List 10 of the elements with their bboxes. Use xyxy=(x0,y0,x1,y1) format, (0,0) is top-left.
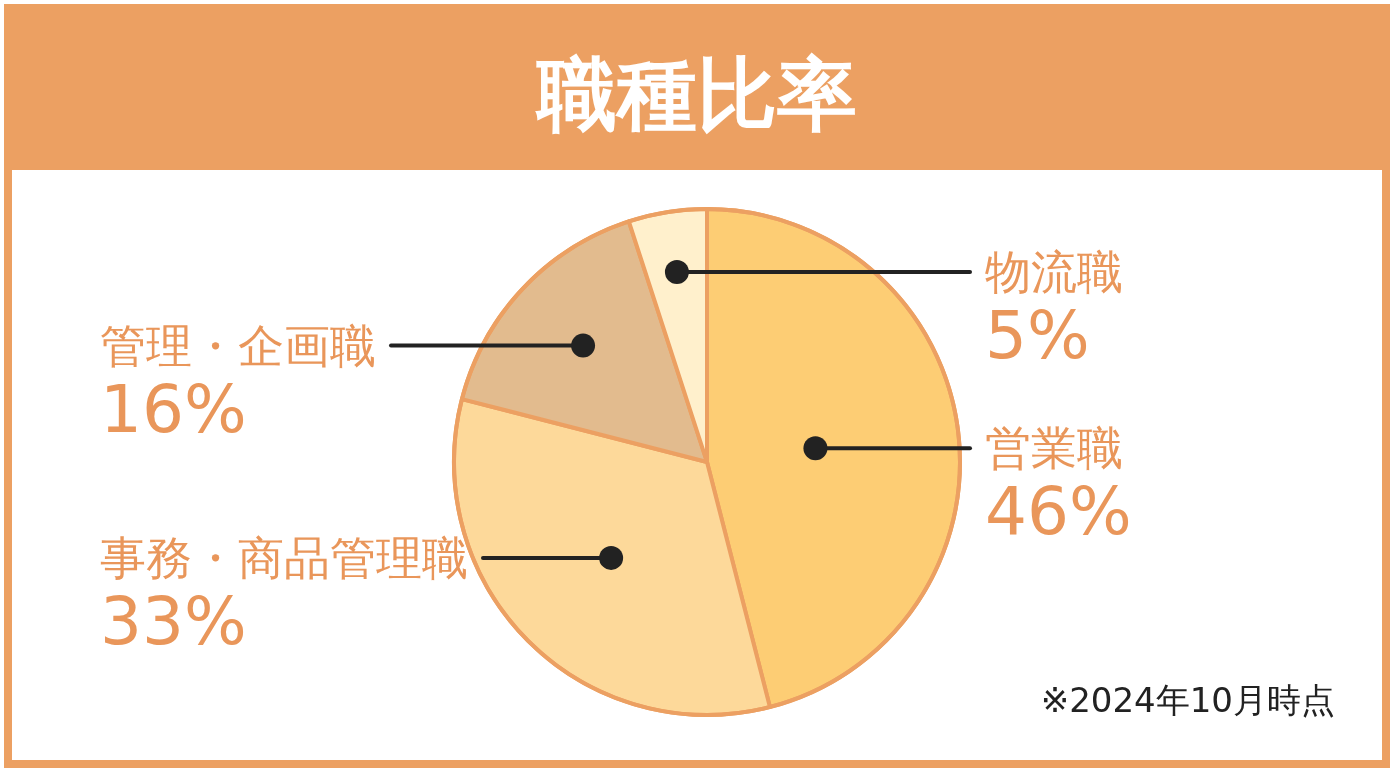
chart-title: 職種比率 xyxy=(535,48,857,141)
text: ※2024年10月時点 xyxy=(1040,680,1335,720)
data-label: 33% xyxy=(100,582,247,660)
data-label: 46% xyxy=(985,473,1132,551)
slice-label: 管理・企画職 xyxy=(100,318,376,373)
slice-label: 物流職 xyxy=(985,245,1123,300)
data-label: 16% xyxy=(100,370,247,448)
slice-label: 事務・商品管理職 xyxy=(100,530,468,585)
data-label: 5% xyxy=(985,297,1090,375)
slice-label: 営業職 xyxy=(985,421,1123,476)
